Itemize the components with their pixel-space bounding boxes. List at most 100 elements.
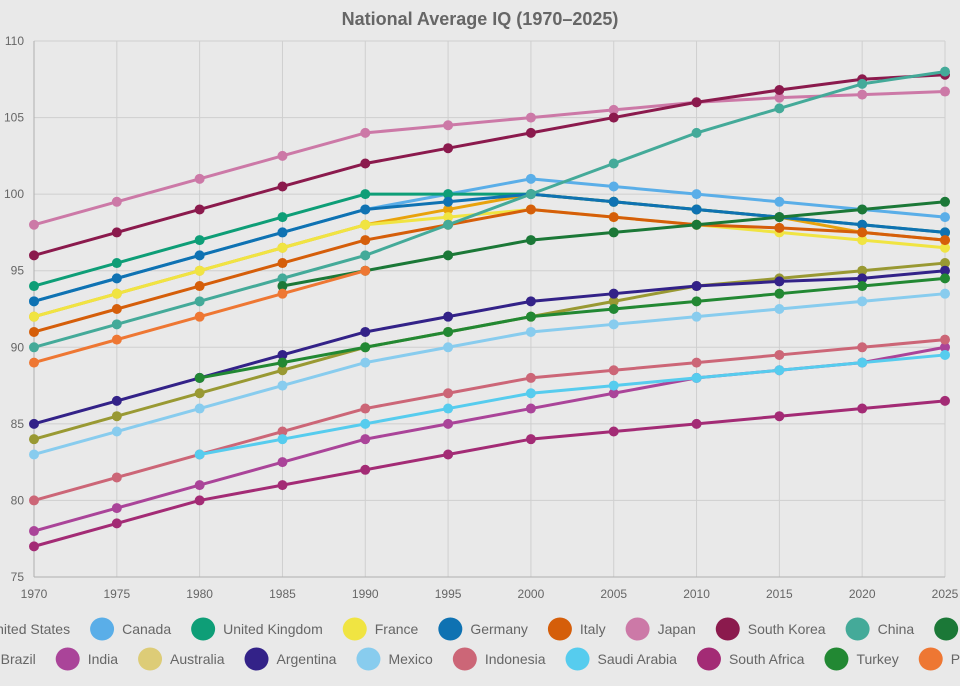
legend-item[interactable]: Italy	[547, 617, 606, 641]
data-point	[443, 388, 454, 399]
series-layer	[29, 66, 950, 552]
legend-label: United States	[0, 621, 70, 637]
data-point	[277, 426, 288, 437]
data-point	[360, 219, 371, 230]
series-line	[33, 73, 946, 257]
data-point	[29, 311, 39, 322]
legend-label: Argentina	[277, 651, 337, 667]
data-point	[360, 357, 371, 368]
legend-item[interactable]: Russia	[934, 617, 960, 641]
data-point	[940, 196, 950, 207]
data-point	[111, 518, 122, 529]
legend-item[interactable]: India	[55, 647, 119, 671]
data-point	[691, 204, 702, 215]
legend-item[interactable]: Argentina	[244, 647, 337, 671]
series-germany	[29, 189, 950, 307]
legend-item[interactable]: Turkey	[824, 647, 899, 671]
data-point	[277, 380, 288, 391]
data-point	[360, 464, 371, 475]
data-point	[857, 235, 868, 246]
data-point	[443, 212, 454, 223]
legend-item[interactable]: Australia	[138, 647, 225, 671]
legend-label: Japan	[658, 621, 696, 637]
data-point	[940, 212, 950, 223]
series-saudi-arabia	[194, 349, 950, 460]
series-line	[33, 399, 946, 548]
data-point	[857, 227, 868, 238]
legend-item[interactable]: Indonesia	[452, 647, 546, 671]
data-point	[360, 326, 371, 337]
data-point	[443, 189, 454, 200]
data-point	[940, 334, 950, 345]
data-point	[857, 342, 868, 353]
legend-item[interactable]: China	[845, 617, 915, 641]
data-point	[774, 85, 785, 96]
data-point	[111, 395, 122, 406]
legend-item[interactable]: Poland	[918, 647, 960, 671]
axes: 75 80 85 90 95 100 105 110 1970 1975 1980 1985 1990 1…	[4, 34, 959, 601]
data-point	[857, 296, 868, 307]
legend-item[interactable]: Germany	[438, 617, 528, 641]
data-point	[940, 242, 950, 253]
legend-item[interactable]: United States	[0, 618, 70, 641]
series-line	[199, 353, 946, 456]
data-point	[525, 296, 536, 307]
data-point	[857, 204, 868, 215]
legend-item[interactable]: Brazil	[0, 648, 36, 671]
data-point	[194, 449, 205, 460]
data-point	[940, 66, 950, 77]
data-point	[608, 296, 619, 307]
data-point	[29, 219, 39, 230]
legend-item[interactable]: South Africa	[696, 647, 805, 671]
series-line	[33, 192, 946, 303]
legend: United States Canada United Kingdom France G…	[0, 617, 960, 671]
data-point	[277, 150, 288, 161]
data-point	[277, 365, 288, 376]
legend-item[interactable]: South Korea	[715, 617, 826, 641]
legend-item[interactable]: Mexico	[356, 647, 433, 671]
data-point	[360, 158, 371, 169]
data-point	[940, 342, 950, 353]
legend-item[interactable]: Saudi Arabia	[565, 647, 678, 671]
data-point	[29, 281, 39, 292]
data-point	[691, 281, 702, 292]
legend-swatch	[845, 617, 870, 641]
legend-item[interactable]: Japan	[625, 617, 696, 641]
data-point	[277, 349, 288, 360]
legend-label: Mexico	[388, 651, 433, 667]
data-point	[277, 357, 288, 368]
series-line	[33, 269, 946, 426]
y-tick-label: 95	[11, 264, 25, 278]
legend-label: Indonesia	[485, 651, 546, 667]
data-point	[525, 173, 536, 184]
data-point	[194, 296, 205, 307]
data-point	[111, 426, 122, 437]
data-point	[774, 288, 785, 299]
data-point	[194, 388, 205, 399]
legend-item[interactable]: United Kingdom	[191, 617, 323, 641]
data-point	[443, 204, 454, 215]
data-point	[691, 189, 702, 200]
legend-item[interactable]: France	[342, 617, 419, 641]
series-china	[29, 66, 950, 353]
legend-swatch	[452, 647, 477, 671]
data-point	[857, 265, 868, 276]
data-point	[774, 304, 785, 314]
data-point	[29, 541, 39, 552]
x-tick-label: 2000	[518, 587, 545, 601]
legend-item[interactable]: Canada	[90, 617, 171, 641]
data-point	[277, 242, 288, 253]
data-point	[111, 227, 122, 238]
data-point	[443, 403, 454, 414]
data-point	[111, 411, 122, 422]
x-tick-label: 1980	[186, 587, 213, 601]
data-point	[360, 127, 371, 138]
data-point	[774, 411, 785, 422]
data-point	[525, 235, 536, 246]
data-point	[29, 526, 39, 537]
data-point	[525, 372, 536, 383]
data-point	[608, 227, 619, 238]
data-point	[360, 189, 371, 200]
data-point	[360, 204, 371, 215]
